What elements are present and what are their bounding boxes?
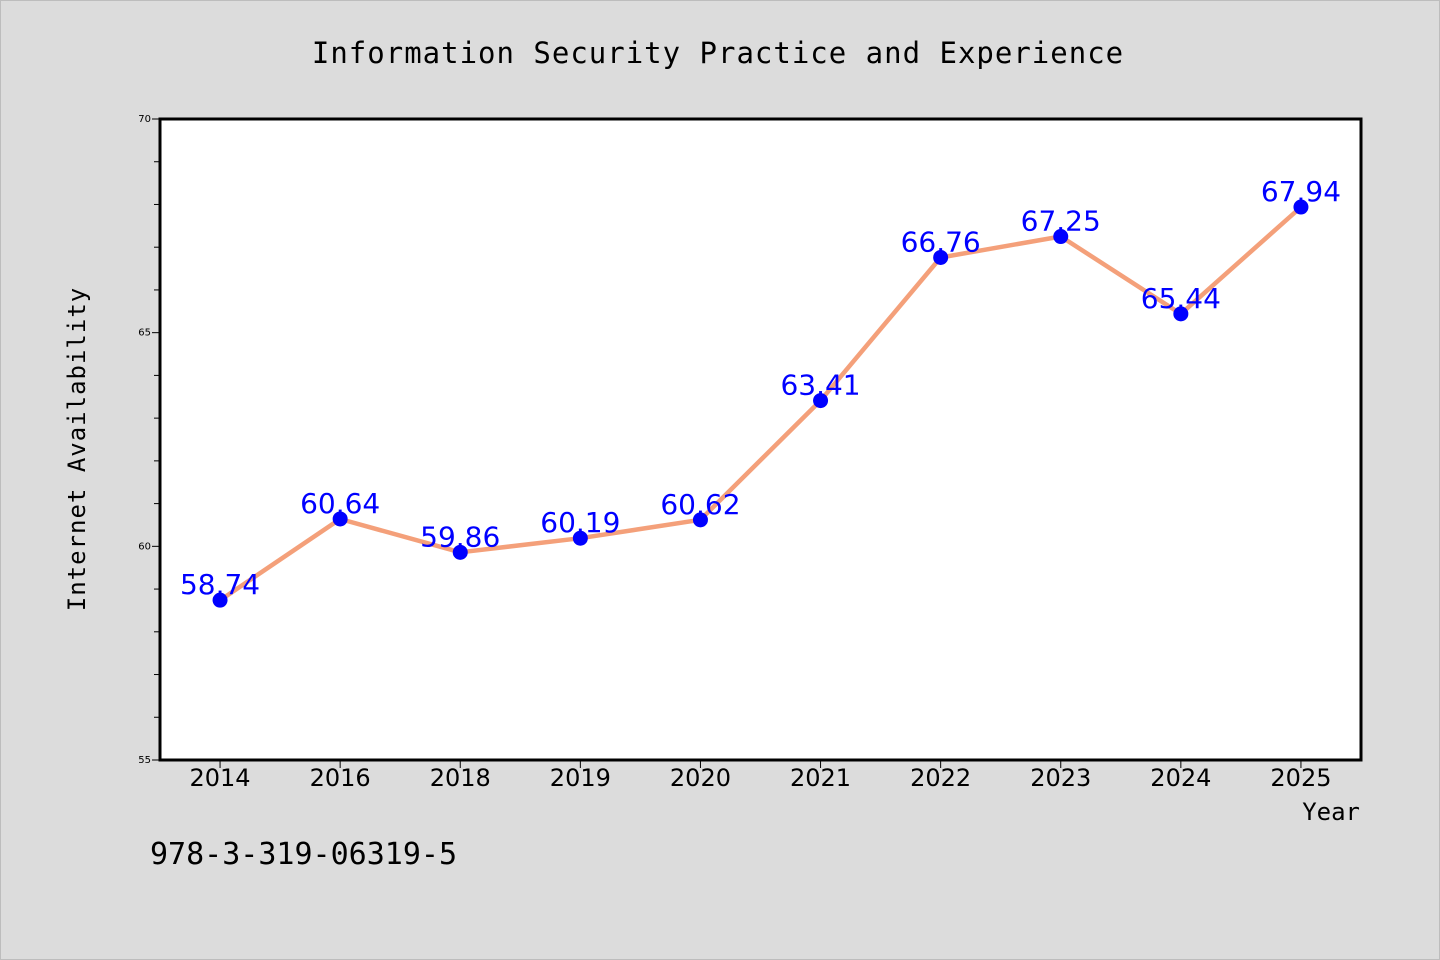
data-label: 59.86 (420, 520, 500, 553)
x-tick-label: 2018 (430, 764, 491, 792)
data-point (212, 592, 228, 608)
x-axis-ticks: 2014 2016 2018 2019 2020 2021 2022 2023 2024 2025 (190, 760, 1331, 792)
x-tick-label: 2020 (670, 764, 731, 792)
y-axis-label: Internet Availability (63, 287, 91, 611)
data-point (933, 249, 949, 265)
data-point (452, 544, 468, 560)
x-tick-label: 2024 (1150, 764, 1211, 792)
data-point (1173, 306, 1189, 322)
data-label: 67.94 (1261, 175, 1341, 208)
data-point (813, 393, 829, 409)
x-tick-label: 2016 (310, 764, 371, 792)
x-tick-label: 2019 (550, 764, 611, 792)
data-label: 66.76 (901, 225, 981, 258)
plot-frame (158, 117, 1363, 762)
x-axis-label: Year (1302, 798, 1360, 826)
data-label: 63.41 (780, 369, 860, 402)
data-labels: 58.74 60.64 59.86 60.19 60.62 63.41 66.76 67.25… (180, 175, 1341, 601)
y-tick-label: 70 (138, 114, 151, 125)
y-tick-label: 55 (138, 755, 151, 766)
data-point (692, 512, 708, 528)
series-markers (212, 199, 1309, 608)
data-point (1293, 199, 1309, 215)
plot-area (160, 119, 1361, 760)
data-point (572, 530, 588, 546)
data-label: 58.74 (180, 568, 260, 601)
data-label: 65.44 (1141, 282, 1221, 315)
y-tick-label: 65 (138, 328, 151, 339)
x-tick-label: 2023 (1030, 764, 1091, 792)
chart-title: Information Security Practice and Experi… (312, 36, 1124, 70)
data-point (1053, 229, 1069, 245)
data-point (332, 511, 348, 527)
x-tick-label: 2022 (910, 764, 971, 792)
y-tick-label: 60 (138, 541, 151, 552)
x-tick-label: 2025 (1270, 764, 1331, 792)
data-label: 67.25 (1021, 205, 1101, 238)
data-label: 60.19 (540, 506, 620, 539)
data-label: 60.64 (300, 487, 380, 520)
series-line (217, 204, 1304, 603)
caption: 978-3-319-06319-5 (150, 837, 457, 872)
x-tick-label: 2021 (790, 764, 851, 792)
data-label: 60.62 (660, 488, 740, 521)
x-tick-label: 2014 (190, 764, 251, 792)
